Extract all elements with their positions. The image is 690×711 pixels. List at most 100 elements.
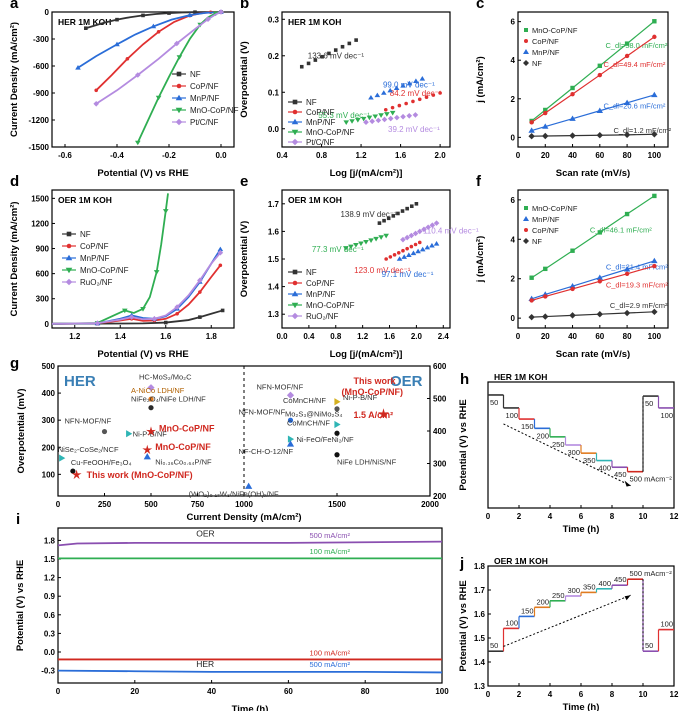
data-point bbox=[570, 91, 575, 97]
data-point bbox=[404, 234, 410, 241]
step-label: 100 bbox=[506, 618, 519, 627]
plot-frame bbox=[51, 189, 235, 329]
data-point bbox=[163, 320, 168, 325]
y-tick-label-right: 300 bbox=[433, 460, 447, 469]
data-point bbox=[623, 99, 631, 106]
data-point bbox=[327, 51, 331, 56]
x-tick-label: 10 bbox=[639, 512, 648, 521]
comparison-point bbox=[286, 440, 295, 447]
data-point bbox=[415, 248, 421, 254]
legend-marker bbox=[292, 280, 298, 286]
series-label: 100 mA/cm² bbox=[310, 547, 351, 556]
data-point bbox=[542, 123, 549, 129]
legend-marker bbox=[175, 118, 183, 126]
legend-marker bbox=[524, 39, 528, 43]
series-line bbox=[51, 264, 222, 325]
y-tick-label: 6 bbox=[511, 18, 516, 27]
y-axis-label: Current Density (mA/cm²) bbox=[9, 22, 20, 137]
data-point bbox=[431, 93, 436, 97]
legend-marker bbox=[292, 99, 298, 105]
y-tick-label: 1.8 bbox=[44, 536, 56, 545]
trend-arrow bbox=[503, 594, 631, 647]
x-tick-label: -0.2 bbox=[162, 151, 176, 160]
data-point bbox=[414, 202, 419, 206]
data-point bbox=[174, 40, 180, 47]
panel-j: j OER 1M KOH Time (h) Potential (V) vs RHE 0… bbox=[458, 555, 679, 711]
data-point bbox=[193, 10, 197, 14]
comparison-label: NiFe LDH/NiS/NF bbox=[337, 458, 397, 467]
x-tick-label: 0.4 bbox=[303, 332, 315, 341]
x-tick-label: 12 bbox=[670, 512, 679, 521]
data-point bbox=[358, 241, 364, 247]
y-tick-label: 1.2 bbox=[44, 574, 56, 583]
plot-frame bbox=[51, 11, 235, 148]
step-label: 100 bbox=[506, 411, 519, 420]
comparison-label: MnO-CoP/NF bbox=[159, 424, 215, 434]
x-tick-label: 1.6 bbox=[160, 332, 172, 341]
comparison-label: Ni-P-B/NF bbox=[343, 393, 378, 402]
data-point bbox=[392, 253, 397, 257]
x-tick-label: 6 bbox=[579, 690, 584, 699]
data-point bbox=[156, 30, 161, 34]
comparison-point bbox=[334, 398, 341, 406]
data-point bbox=[366, 115, 373, 121]
x-tick-label: 10 bbox=[639, 690, 648, 699]
y-axis-label: Overpotential (mV) bbox=[16, 389, 27, 474]
data-point bbox=[401, 248, 405, 253]
y-tick-label-right: 600 bbox=[433, 362, 447, 371]
data-point bbox=[528, 133, 535, 140]
y-tick-label: 4 bbox=[511, 56, 516, 65]
comparison-label: This work bbox=[354, 376, 397, 386]
panel-label: i bbox=[16, 511, 20, 528]
data-point bbox=[394, 114, 400, 121]
data-point bbox=[84, 26, 88, 30]
data-point bbox=[94, 88, 98, 93]
data-point bbox=[198, 290, 202, 294]
legend-label: CoP/NF bbox=[532, 37, 559, 46]
y-tick-label: -0.3 bbox=[41, 667, 55, 676]
x-tick-label: 80 bbox=[361, 687, 370, 696]
y-tick-label: 1.5 bbox=[474, 634, 486, 643]
data-point bbox=[528, 313, 535, 321]
x-tick-label: -0.6 bbox=[58, 151, 72, 160]
tafel-slope-label: 84.2 mV dec⁻¹ bbox=[390, 89, 442, 98]
data-point bbox=[93, 101, 99, 107]
y-tick-label: -1500 bbox=[29, 143, 50, 152]
data-point bbox=[340, 44, 345, 49]
legend-marker bbox=[291, 118, 299, 125]
x-tick-label: 0.0 bbox=[215, 151, 227, 160]
y-tick-label: 0.3 bbox=[268, 15, 280, 24]
data-point bbox=[135, 72, 141, 78]
data-point bbox=[377, 221, 382, 225]
data-point bbox=[400, 236, 406, 243]
comparison-label: This work (MnO-CoP/NF) bbox=[87, 470, 193, 480]
data-point bbox=[419, 246, 426, 252]
data-point bbox=[405, 246, 409, 251]
legend-marker bbox=[292, 109, 298, 115]
data-point bbox=[363, 119, 369, 125]
y-tick-label: 1.8 bbox=[474, 562, 486, 571]
data-point bbox=[569, 283, 576, 289]
data-point bbox=[406, 113, 413, 119]
data-point bbox=[114, 41, 120, 47]
comparison-point bbox=[245, 482, 253, 489]
x-tick-label: 60 bbox=[595, 151, 604, 160]
legend-label: CoP/NF bbox=[80, 242, 109, 251]
data-point bbox=[174, 304, 180, 310]
data-point bbox=[397, 103, 402, 108]
data-point bbox=[416, 228, 423, 235]
y-tick-label: 1500 bbox=[31, 194, 49, 203]
x-tick-label: 2 bbox=[517, 690, 522, 699]
legend-label: MnO-CoP/NF bbox=[532, 26, 578, 35]
data-point bbox=[596, 311, 604, 318]
legend-marker bbox=[65, 254, 73, 261]
series-label: 500 mA/cm² bbox=[310, 660, 351, 669]
y-tick-label: 1.5 bbox=[268, 255, 280, 264]
panel-h: h HER 1M KOH Time (h) Potential (V) vs RHE 0… bbox=[458, 371, 679, 535]
legend-marker bbox=[66, 231, 72, 237]
data-point bbox=[391, 214, 396, 218]
data-point bbox=[400, 113, 406, 120]
y-tick-label: 200 bbox=[42, 443, 56, 452]
comparison-label: Mo₂S₃@NiMo₂S₄ bbox=[285, 410, 342, 419]
series-line bbox=[136, 11, 222, 143]
